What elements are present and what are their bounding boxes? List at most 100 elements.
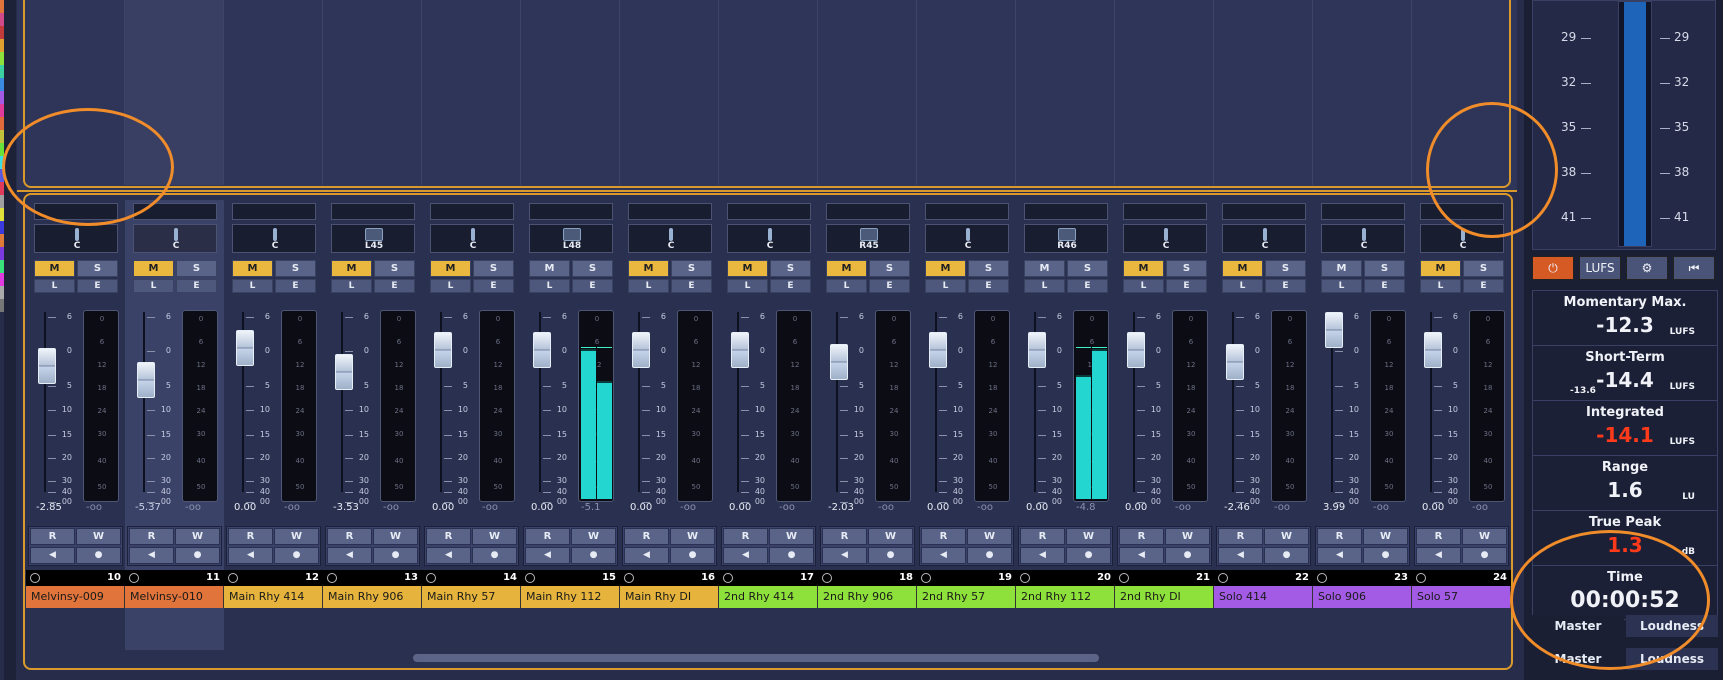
listen-button[interactable]: L bbox=[430, 279, 471, 293]
pan-control[interactable]: C bbox=[133, 224, 217, 253]
mute-button[interactable]: M bbox=[331, 260, 372, 277]
insert-slot[interactable] bbox=[1123, 203, 1207, 220]
write-automation-button[interactable]: W bbox=[571, 528, 616, 545]
mute-button[interactable]: M bbox=[232, 260, 273, 277]
insert-slot[interactable] bbox=[925, 203, 1009, 220]
pan-control[interactable]: C bbox=[1420, 224, 1504, 253]
read-automation-button[interactable]: R bbox=[624, 528, 669, 545]
write-automation-button[interactable]: W bbox=[1462, 528, 1507, 545]
volume-readout[interactable]: -2.46 bbox=[1224, 502, 1250, 513]
solo-button[interactable]: S bbox=[770, 260, 811, 277]
fader-track[interactable] bbox=[737, 312, 739, 492]
channel-strip[interactable]: C M S L E 6 0 5 10 15 20 30 40 00 0 6 12 18 24 30 40 50 0.00 -o… bbox=[224, 200, 323, 650]
listen-button[interactable]: L bbox=[628, 279, 669, 293]
mute-button[interactable]: M bbox=[1420, 260, 1461, 277]
record-icon[interactable]: ● bbox=[571, 547, 616, 564]
edit-button[interactable]: E bbox=[275, 279, 316, 293]
listen-button[interactable]: L bbox=[34, 279, 75, 293]
record-icon[interactable]: ● bbox=[670, 547, 715, 564]
channel-name[interactable]: Main Rhy 112 bbox=[521, 586, 620, 608]
mute-button[interactable]: M bbox=[1024, 260, 1065, 277]
channel-name[interactable]: Solo 414 bbox=[1214, 586, 1313, 608]
channel-strip[interactable]: C M S L E 6 0 5 10 15 20 30 40 00 0 6 12 18 24 30 40 50 0.00 -o… bbox=[1115, 200, 1214, 650]
insert-slot[interactable] bbox=[1024, 203, 1108, 220]
fader-track[interactable] bbox=[1232, 312, 1234, 492]
fader-track[interactable] bbox=[1133, 312, 1135, 492]
record-icon[interactable]: ● bbox=[769, 547, 814, 564]
pan-control[interactable]: C bbox=[1222, 224, 1306, 253]
pan-knob[interactable] bbox=[75, 228, 79, 241]
monitor-icon[interactable]: ◀ bbox=[822, 547, 867, 564]
monitor-icon[interactable]: ◀ bbox=[1020, 547, 1065, 564]
listen-button[interactable]: L bbox=[1420, 279, 1461, 293]
volume-readout[interactable]: 0.00 bbox=[531, 502, 554, 513]
tab-master[interactable]: Master bbox=[1532, 615, 1624, 637]
horizontal-scrollbar[interactable] bbox=[413, 654, 1099, 662]
edit-button[interactable]: E bbox=[968, 279, 1009, 293]
channel-name[interactable]: Solo 906 bbox=[1313, 586, 1412, 608]
fader-handle[interactable] bbox=[731, 332, 749, 368]
read-automation-button[interactable]: R bbox=[921, 528, 966, 545]
channel-name[interactable]: 2nd Rhy 414 bbox=[719, 586, 818, 608]
monitor-icon[interactable]: ◀ bbox=[30, 547, 75, 564]
insert-slot[interactable] bbox=[331, 203, 415, 220]
mute-button[interactable]: M bbox=[34, 260, 75, 277]
monitor-icon[interactable]: ◀ bbox=[228, 547, 273, 564]
volume-readout[interactable]: -2.85 bbox=[36, 502, 62, 513]
pan-control[interactable]: C bbox=[1321, 224, 1405, 253]
read-automation-button[interactable]: R bbox=[1317, 528, 1362, 545]
fader-handle[interactable] bbox=[632, 332, 650, 368]
volume-readout[interactable]: 0.00 bbox=[1125, 502, 1148, 513]
pan-knob[interactable] bbox=[174, 228, 178, 241]
fader-handle[interactable] bbox=[38, 348, 56, 384]
mute-button[interactable]: M bbox=[133, 260, 174, 277]
channel-strip[interactable]: C M S L E 6 0 5 10 15 20 30 40 00 0 6 12 18 24 30 40 50 -5.37-… bbox=[125, 200, 224, 650]
listen-button[interactable]: L bbox=[133, 279, 174, 293]
fader-handle[interactable] bbox=[1424, 332, 1442, 368]
solo-button[interactable]: S bbox=[473, 260, 514, 277]
solo-button[interactable]: S bbox=[1067, 260, 1108, 277]
read-automation-button[interactable]: R bbox=[1119, 528, 1164, 545]
channel-name[interactable]: 2nd Rhy 57 bbox=[917, 586, 1016, 608]
channel-name[interactable]: Main Rhy 906 bbox=[323, 586, 422, 608]
channel-strip[interactable]: C M S L E 6 0 5 10 15 20 30 40 00 0 6 12 18 24 30 40 50 0.00 -o… bbox=[917, 200, 1016, 650]
record-icon[interactable]: ● bbox=[76, 547, 121, 564]
channel-name[interactable]: 2nd Rhy 112 bbox=[1016, 586, 1115, 608]
pan-control[interactable]: C bbox=[925, 224, 1009, 253]
solo-button[interactable]: S bbox=[968, 260, 1009, 277]
record-icon[interactable]: ● bbox=[1165, 547, 1210, 564]
mute-button[interactable]: M bbox=[529, 260, 570, 277]
edit-button[interactable]: E bbox=[1463, 279, 1504, 293]
write-automation-button[interactable]: W bbox=[1066, 528, 1111, 545]
insert-slot[interactable] bbox=[232, 203, 316, 220]
listen-button[interactable]: L bbox=[826, 279, 867, 293]
fader-handle[interactable] bbox=[434, 332, 452, 368]
read-automation-button[interactable]: R bbox=[129, 528, 174, 545]
fader-handle[interactable] bbox=[137, 362, 155, 398]
pan-knob[interactable] bbox=[471, 228, 475, 241]
pan-control[interactable]: R45 bbox=[826, 224, 910, 253]
volume-readout[interactable]: 0.00 bbox=[234, 502, 257, 513]
solo-button[interactable]: S bbox=[1463, 260, 1504, 277]
read-automation-button[interactable]: R bbox=[228, 528, 273, 545]
fader-track[interactable] bbox=[341, 312, 343, 492]
pan-knob[interactable] bbox=[768, 228, 772, 241]
channel-name[interactable]: Main Rhy DI bbox=[620, 586, 719, 608]
pan-knob[interactable] bbox=[365, 228, 383, 241]
read-automation-button[interactable]: R bbox=[525, 528, 570, 545]
fader-track[interactable] bbox=[1331, 312, 1333, 492]
volume-readout[interactable]: 0.00 bbox=[630, 502, 653, 513]
mute-button[interactable]: M bbox=[1123, 260, 1164, 277]
insert-slot[interactable] bbox=[727, 203, 811, 220]
fader-track[interactable] bbox=[1430, 312, 1432, 492]
volume-readout[interactable]: -3.53 bbox=[333, 502, 359, 513]
write-automation-button[interactable]: W bbox=[670, 528, 715, 545]
read-automation-button[interactable]: R bbox=[1416, 528, 1461, 545]
insert-slot[interactable] bbox=[529, 203, 613, 220]
record-icon[interactable]: ● bbox=[472, 547, 517, 564]
write-automation-button[interactable]: W bbox=[373, 528, 418, 545]
channel-strip[interactable]: C M S L E 6 0 5 10 15 20 30 40 00 0 6 12 18 24 30 40 50 -2.46-… bbox=[1214, 200, 1313, 650]
mute-button[interactable]: M bbox=[1222, 260, 1263, 277]
pan-knob[interactable] bbox=[1362, 228, 1366, 241]
listen-button[interactable]: L bbox=[727, 279, 768, 293]
